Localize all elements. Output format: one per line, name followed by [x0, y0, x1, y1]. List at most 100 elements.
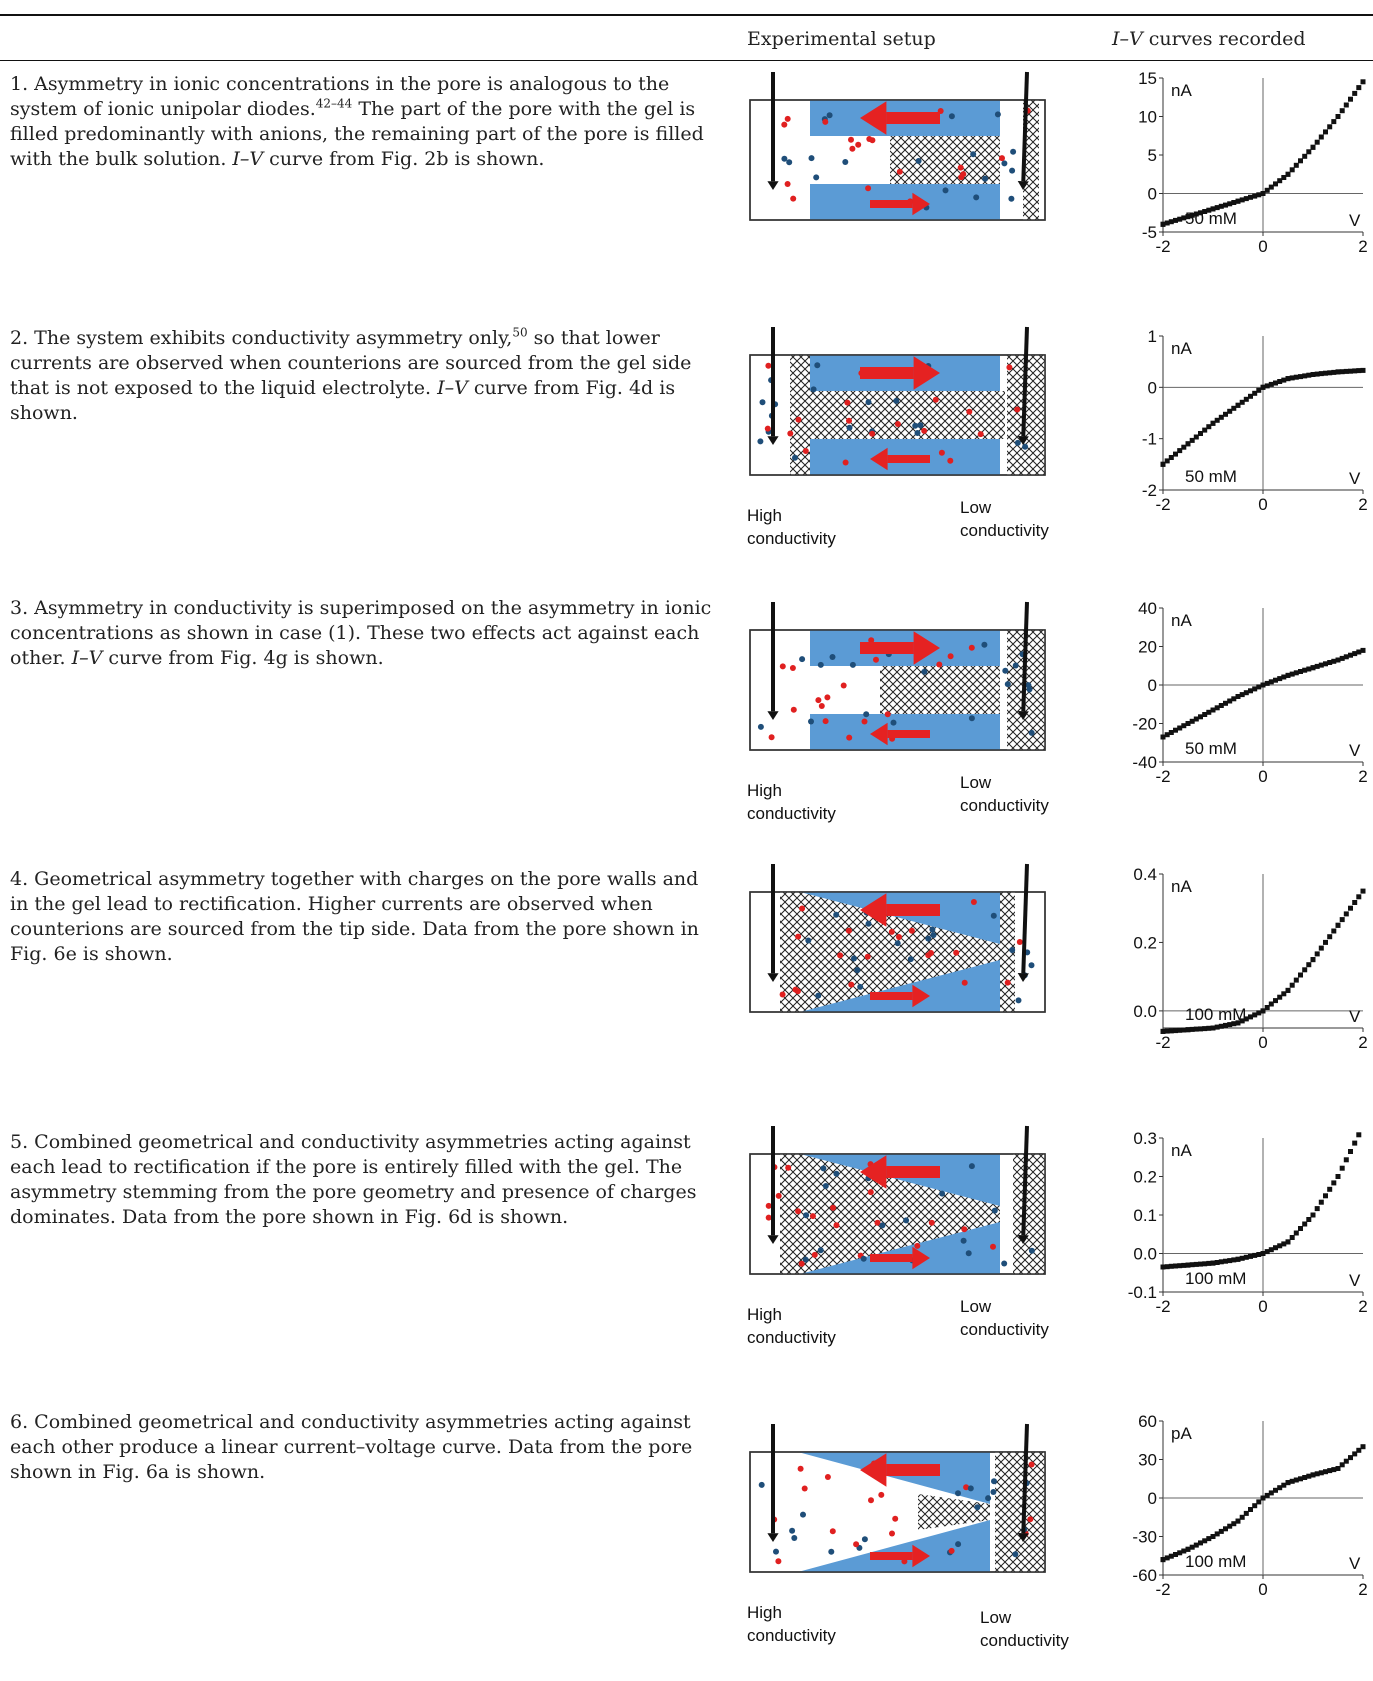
data-point — [1198, 210, 1203, 216]
data-point — [1235, 1256, 1241, 1262]
data-point — [1248, 393, 1253, 399]
ion-dot — [929, 926, 936, 933]
data-point — [1343, 1458, 1349, 1464]
data-point — [1239, 692, 1245, 698]
data-point — [1260, 1495, 1266, 1501]
ion-dot — [948, 113, 955, 120]
ion-dot — [999, 155, 1005, 162]
data-point — [1302, 1221, 1308, 1227]
data-point — [1206, 1536, 1212, 1542]
data-point — [1164, 1264, 1170, 1270]
ion-dot — [1004, 979, 1011, 986]
data-point — [1218, 203, 1224, 209]
data-point — [1206, 709, 1212, 715]
low-conductivity-label: Low conductivity — [960, 1297, 1049, 1339]
ion-dot — [779, 663, 786, 670]
data-point — [1314, 663, 1320, 669]
row-2-ref-rest: curve from Fig. 4d is shown. — [10, 377, 676, 425]
row-1-sup: 42–44 — [315, 96, 353, 111]
data-point — [1214, 417, 1220, 423]
data-point — [1177, 1263, 1183, 1269]
y-tick-label: 40 — [1138, 602, 1157, 618]
ion-dot — [894, 940, 901, 947]
ion-dot — [1009, 167, 1016, 174]
data-point — [1260, 384, 1266, 390]
x-tick-label: 0 — [1258, 1033, 1267, 1052]
data-point — [1273, 1245, 1278, 1251]
ion-dot — [840, 682, 847, 689]
ion-dot — [797, 1465, 804, 1472]
data-point — [1281, 377, 1287, 383]
data-point — [1223, 1258, 1228, 1264]
concentration-annotation: 100 mM — [1185, 1552, 1246, 1571]
data-point — [1323, 129, 1328, 135]
ion-dot — [790, 706, 797, 713]
ion-dot — [795, 1208, 802, 1215]
row-5-description: 5. Combined geometrical and conductivity… — [10, 1130, 722, 1230]
ion-dot — [837, 952, 844, 959]
data-point — [1210, 707, 1216, 713]
x-tick-label: -2 — [1155, 1033, 1170, 1052]
data-point — [1281, 991, 1287, 997]
ion-dot — [1009, 947, 1016, 953]
data-point — [1289, 982, 1295, 988]
data-point — [1306, 1473, 1312, 1479]
data-point — [1352, 1451, 1358, 1457]
row-2-sup: 50 — [512, 325, 528, 340]
ion-dot — [1012, 1551, 1019, 1558]
data-point — [1231, 405, 1237, 411]
data-point — [1160, 1557, 1166, 1563]
data-point — [1343, 102, 1349, 108]
ion-dot — [865, 399, 872, 406]
ion-dot — [1027, 1516, 1034, 1523]
data-point — [1210, 420, 1216, 426]
data-point — [1231, 1257, 1237, 1263]
ion-dot — [878, 1491, 885, 1498]
data-point — [1160, 1028, 1166, 1034]
data-point — [1356, 85, 1362, 91]
x-tick-label: 2 — [1358, 767, 1367, 786]
setup-diagram-4 — [745, 862, 1055, 1082]
data-point — [1227, 201, 1233, 207]
data-point — [1281, 674, 1287, 680]
ion-dot — [930, 932, 937, 939]
data-point — [1210, 1025, 1216, 1031]
ion-dot — [925, 935, 932, 942]
data-point — [1181, 215, 1187, 221]
data-point — [1302, 1475, 1308, 1480]
data-point — [1218, 1259, 1224, 1265]
data-point — [1327, 934, 1333, 940]
data-point — [1318, 1199, 1324, 1205]
data-point — [1218, 1023, 1224, 1029]
data-point — [1310, 1212, 1316, 1218]
ion-dot — [829, 1528, 836, 1535]
ion-dot — [846, 424, 853, 431]
concentration-annotation: 100 mM — [1185, 1005, 1246, 1024]
data-point — [1352, 900, 1358, 905]
ion-dot — [874, 1219, 881, 1226]
ion-dot — [768, 734, 775, 741]
low-conductivity-label: Low conductivity — [980, 1608, 1069, 1650]
header-iv-rest: curves recorded — [1142, 28, 1306, 50]
data-point — [1243, 396, 1249, 402]
data-point — [1343, 654, 1349, 660]
ion-dot — [757, 438, 764, 445]
row-3-ref-rest: curve from Fig. 4g is shown. — [102, 647, 384, 670]
data-point — [1335, 922, 1341, 928]
data-point — [1168, 730, 1174, 735]
ion-dot — [1010, 148, 1017, 155]
x-tick-label: -2 — [1155, 1297, 1170, 1316]
ion-dot — [894, 421, 901, 427]
y-axis-unit: nA — [1171, 339, 1192, 358]
iv-chart-2: 1 0 -1 -2 -2 0 2 nA V 50 mM — [1115, 327, 1370, 525]
high-conductivity-label: High conductivity — [747, 506, 836, 548]
ion-dot — [846, 734, 853, 741]
data-point — [1206, 207, 1212, 213]
ion-dot — [867, 1189, 874, 1196]
ion-dot — [794, 988, 801, 995]
ion-dot — [784, 181, 791, 187]
data-point — [1202, 1261, 1208, 1267]
data-point — [1214, 205, 1220, 211]
data-point — [1210, 1260, 1216, 1266]
data-point — [1227, 408, 1233, 414]
